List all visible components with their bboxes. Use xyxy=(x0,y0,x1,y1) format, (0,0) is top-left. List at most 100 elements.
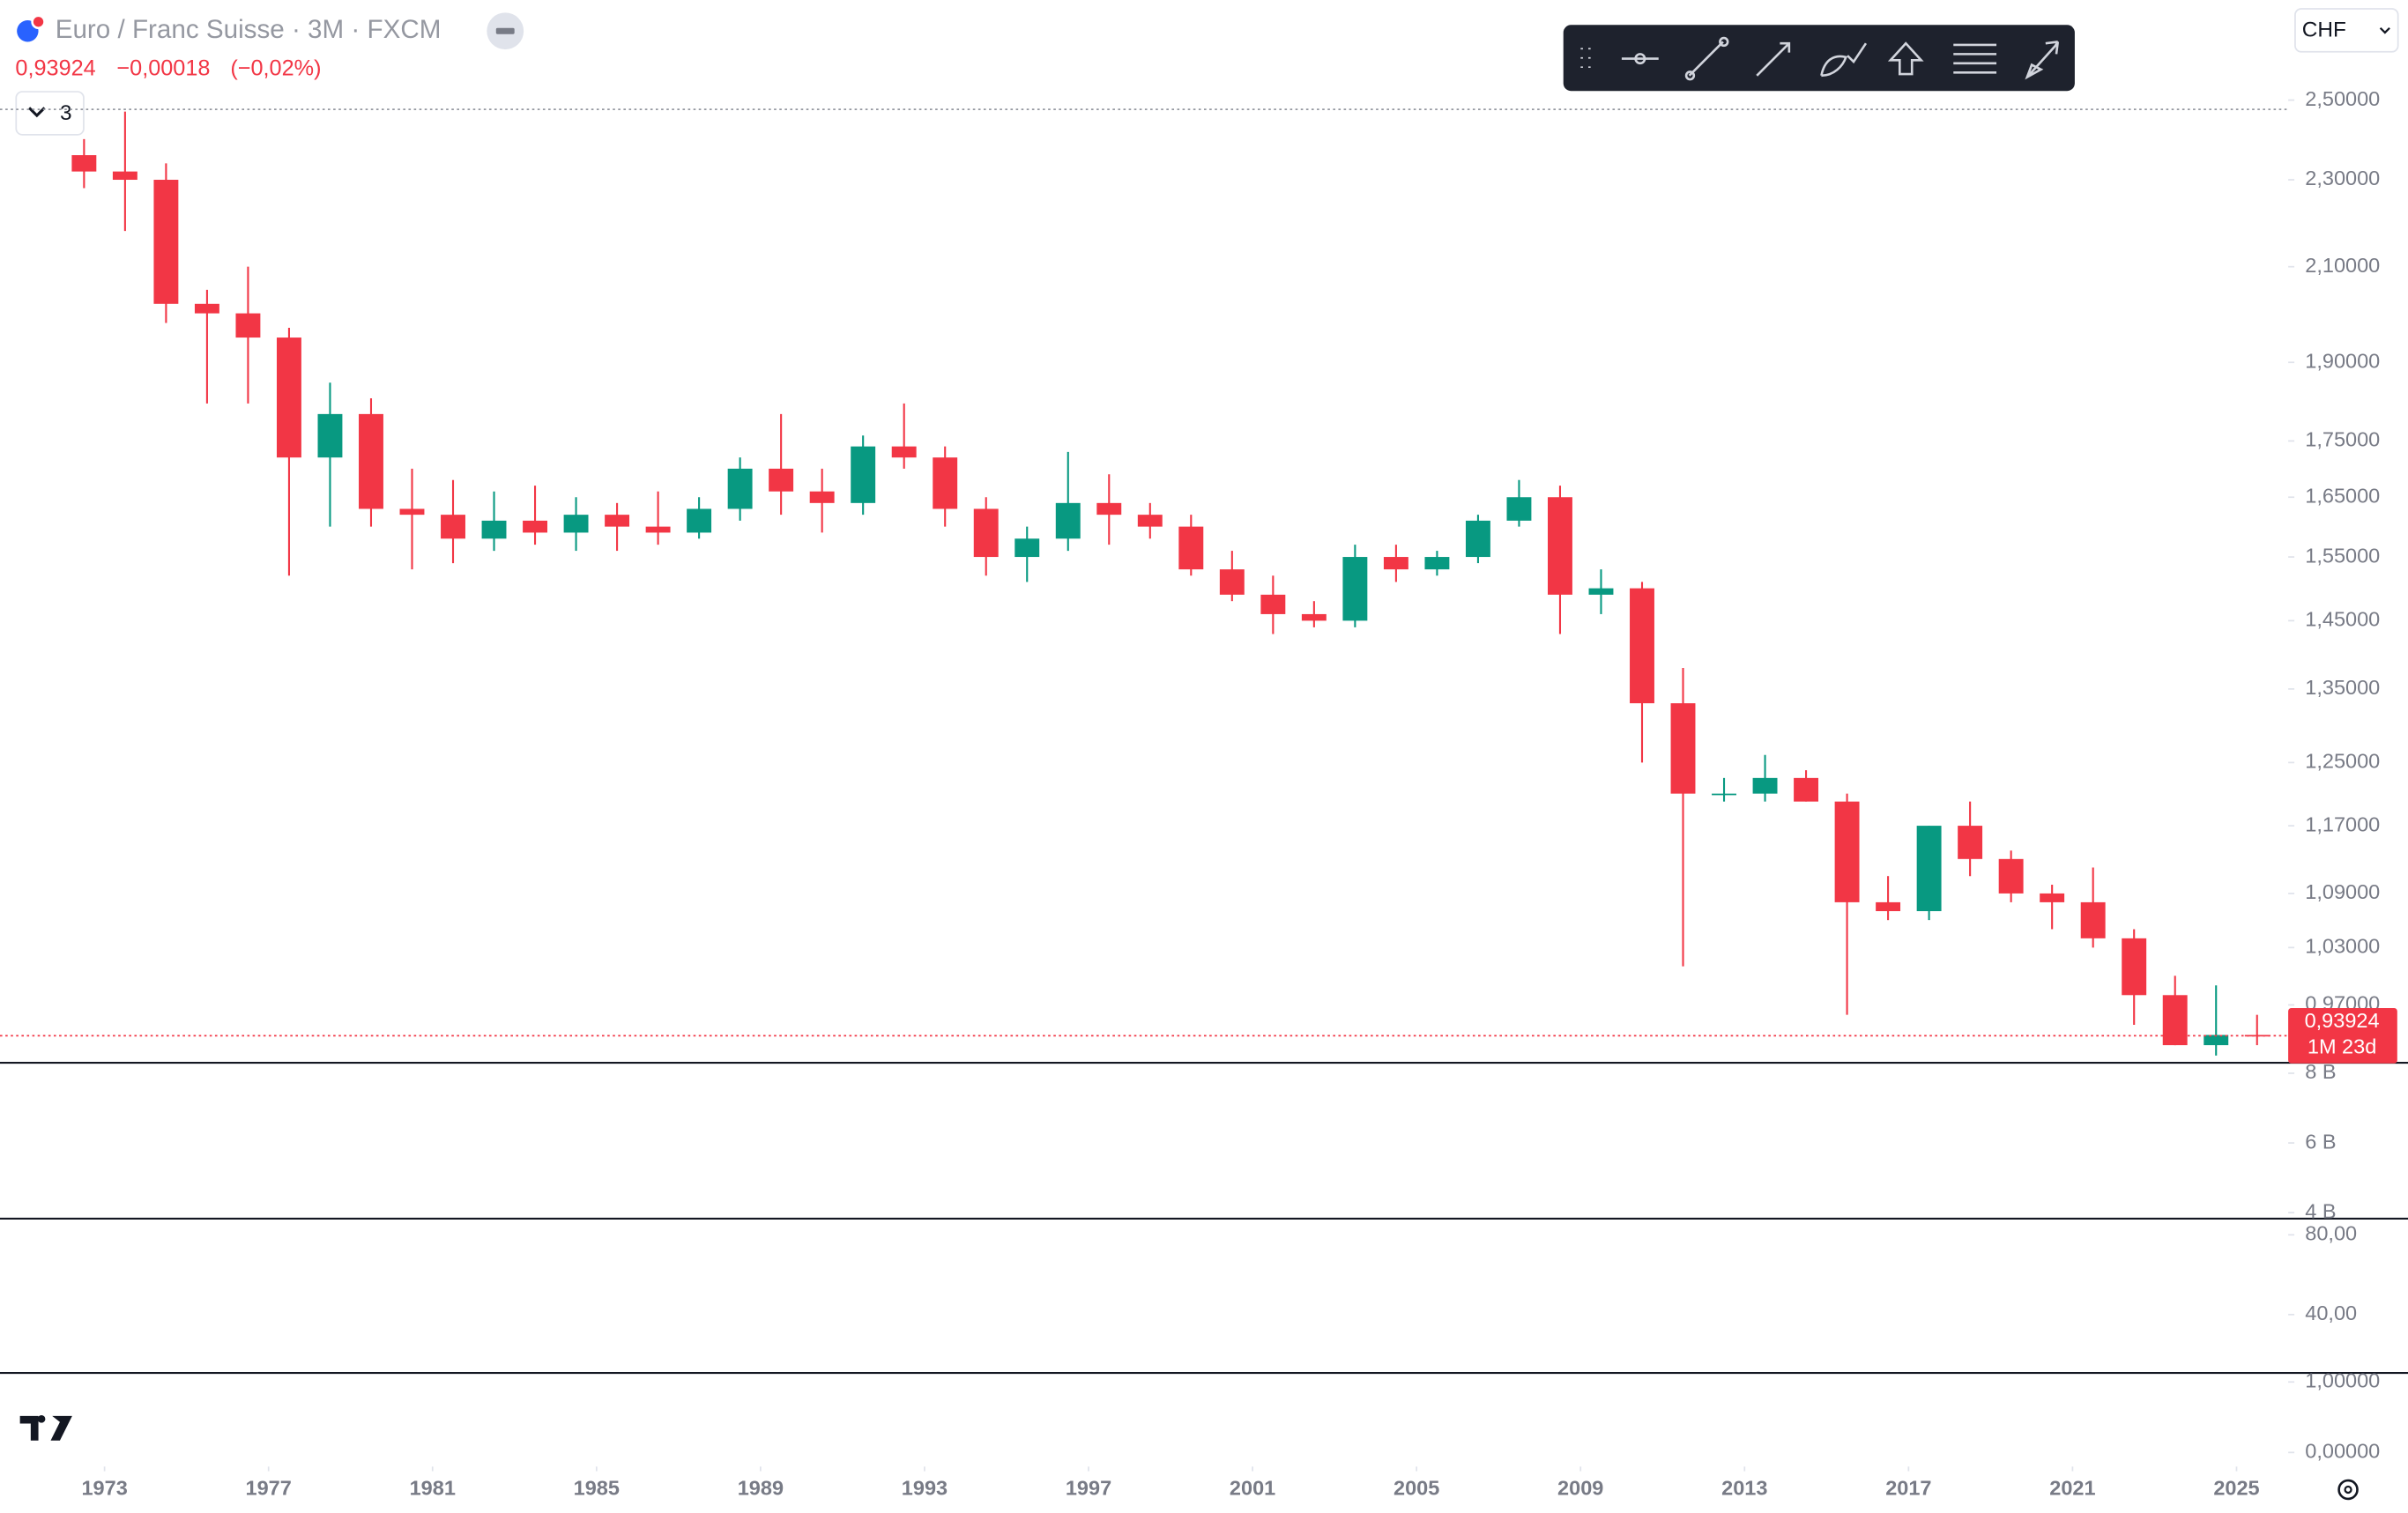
candle-body xyxy=(1219,569,1245,595)
candle-body xyxy=(1834,801,1860,902)
candle-body xyxy=(1465,520,1490,558)
x-tick-label: 1985 xyxy=(574,1477,620,1500)
candle-body xyxy=(153,180,179,304)
candle-body xyxy=(399,508,425,515)
pane-y-tick-label: 80,00 xyxy=(2305,1222,2357,1245)
candle-body xyxy=(2162,995,2188,1046)
candle-body xyxy=(891,446,917,458)
candle-body xyxy=(1998,858,2024,894)
candle-body xyxy=(1342,557,1368,621)
brush-tool[interactable] xyxy=(1820,42,1868,78)
x-tick-label: 2009 xyxy=(1557,1477,1603,1500)
pane-y-tick-label: 4 B xyxy=(2305,1199,2336,1222)
candle-body xyxy=(235,313,261,338)
horizontal-line-tool[interactable] xyxy=(1621,53,1659,65)
x-tick-label: 2001 xyxy=(1230,1477,1275,1500)
candle-body xyxy=(2122,938,2147,996)
logo-dot xyxy=(37,1414,46,1423)
candle-body xyxy=(605,515,630,527)
settings-icon xyxy=(2344,1485,2352,1494)
candle-body xyxy=(112,171,137,181)
candle-body xyxy=(1137,515,1163,527)
candle-body xyxy=(523,520,547,533)
y-tick-label: 1,03000 xyxy=(2305,935,2380,958)
x-tick-label: 2005 xyxy=(1394,1477,1439,1500)
x-tick-label: 1981 xyxy=(410,1477,456,1500)
indicators-count: 3 xyxy=(60,101,72,125)
candle-body xyxy=(1096,502,1122,515)
currency-label: CHF xyxy=(2302,19,2346,42)
symbol-title[interactable]: Euro / Franc Suisse · 3M · FXCM xyxy=(56,15,442,44)
candle-body xyxy=(1548,497,1572,595)
candle-body xyxy=(1670,703,1696,794)
candle-body xyxy=(1588,588,1614,595)
candle-body xyxy=(1958,826,1983,859)
drag-handle[interactable] xyxy=(1580,48,1591,69)
y-tick-label: 2,30000 xyxy=(2305,167,2380,189)
candle-body xyxy=(851,446,876,503)
chevron-icon xyxy=(27,107,46,118)
candle-body xyxy=(1630,588,1654,704)
candle-body xyxy=(1506,497,1532,521)
x-tick-label: 1989 xyxy=(738,1477,784,1500)
candle-body xyxy=(2244,1035,2270,1037)
price-change: −0,00018 xyxy=(116,56,210,80)
y-tick-label: 1,09000 xyxy=(2305,880,2380,903)
candle-body xyxy=(2204,1035,2229,1046)
candle-body xyxy=(317,413,343,458)
fib-tool[interactable] xyxy=(1953,43,1997,74)
x-tick-label: 2025 xyxy=(2213,1477,2259,1500)
price-change-pct: (−0,02%) xyxy=(230,56,321,80)
candle-body xyxy=(1712,793,1736,796)
y-tick-label: 1,90000 xyxy=(2305,349,2380,372)
y-tick-label: 1,75000 xyxy=(2305,428,2380,451)
pane-y-tick-label: 0,00000 xyxy=(2305,1440,2380,1463)
candle-body xyxy=(1424,557,1450,570)
x-tick-label: 2017 xyxy=(1885,1477,1931,1500)
logo[interactable] xyxy=(19,1415,72,1441)
arrow-line-tool[interactable] xyxy=(1756,41,1791,77)
candle-body xyxy=(1055,502,1081,539)
candle-body xyxy=(1794,777,1819,802)
candle-body xyxy=(359,413,383,509)
toolbar-icons xyxy=(1580,36,2060,81)
y-tick-label: 1,45000 xyxy=(2305,608,2380,631)
x-tick-label: 1997 xyxy=(1066,1477,1111,1500)
candle-body xyxy=(769,468,794,492)
settings-button[interactable] xyxy=(2337,1479,2359,1501)
candle-body xyxy=(1301,613,1327,621)
candle-body xyxy=(441,515,465,539)
pane-y-tick-label: 8 B xyxy=(2305,1060,2336,1083)
candle-body xyxy=(1752,777,1778,794)
candle-body xyxy=(933,457,958,509)
trend-line-tool[interactable] xyxy=(1684,36,1729,81)
currency-selector[interactable] xyxy=(2294,8,2399,53)
y-tick-label: 1,17000 xyxy=(2305,812,2380,835)
last-price-tag xyxy=(2288,1008,2397,1064)
arrow-up-tool[interactable] xyxy=(1887,41,1924,76)
candle-body xyxy=(1876,901,1901,911)
currency-chevron xyxy=(2379,26,2390,34)
collapse-icon xyxy=(495,27,515,34)
pane-y-tick-label: 40,00 xyxy=(2305,1302,2357,1324)
y-tick-label: 1,25000 xyxy=(2305,750,2380,773)
candle-body xyxy=(563,515,589,533)
candle-body xyxy=(481,520,507,539)
y-tick-label: 1,65000 xyxy=(2305,484,2380,507)
candle-body xyxy=(687,508,712,533)
candle-body xyxy=(973,508,999,558)
countdown-label: 1M 23d xyxy=(2308,1035,2376,1058)
candle-body xyxy=(1178,526,1204,570)
pencil-tool[interactable] xyxy=(2025,41,2060,80)
candle-body xyxy=(194,303,219,314)
symbol-icon-badge xyxy=(31,14,46,30)
candle-body xyxy=(727,468,753,509)
candle-body xyxy=(645,526,671,533)
candle-body xyxy=(1383,557,1408,570)
candle-body xyxy=(1260,594,1286,614)
y-tick-label: 2,10000 xyxy=(2305,254,2380,277)
indicators-toggle[interactable] xyxy=(15,91,85,136)
y-tick-label: 1,55000 xyxy=(2305,544,2380,567)
